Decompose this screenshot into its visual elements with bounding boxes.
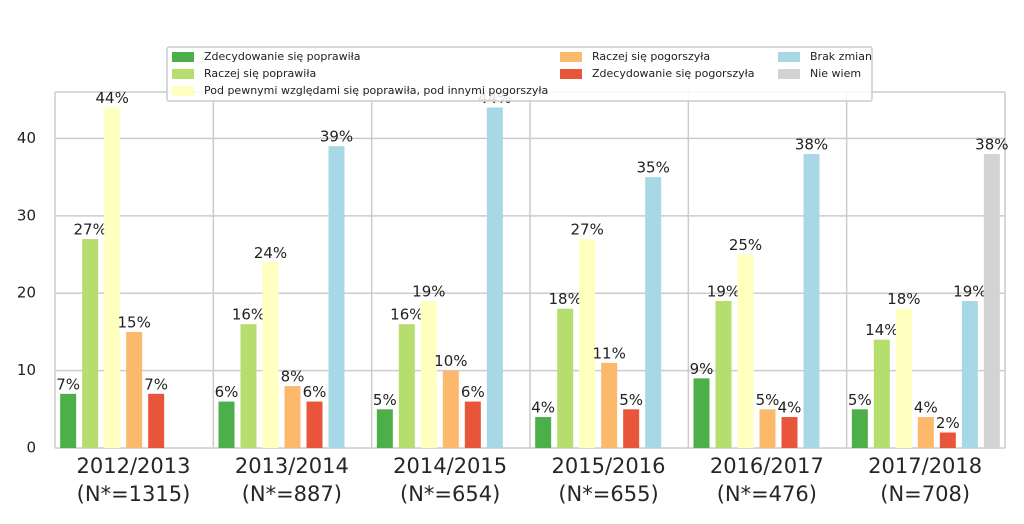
value-label: 35% — [636, 159, 669, 177]
value-label: 14% — [865, 321, 898, 339]
bar — [645, 177, 662, 448]
value-label: 38% — [975, 135, 1008, 153]
value-label: 4% — [914, 399, 938, 417]
value-label: 8% — [281, 368, 305, 386]
bar — [601, 362, 618, 448]
bar — [104, 107, 121, 448]
bar — [737, 254, 754, 448]
value-label: 5% — [373, 391, 397, 409]
value-label: 19% — [412, 282, 445, 300]
bar — [983, 153, 1000, 449]
bar — [376, 409, 393, 448]
value-label: 24% — [254, 244, 287, 262]
bar — [895, 308, 912, 448]
legend-label: Pod pewnymi względami się poprawiła, pod… — [204, 84, 548, 97]
bar — [803, 153, 820, 449]
legend-label: Raczej się pogorszyła — [592, 50, 710, 63]
value-label: 19% — [707, 282, 740, 300]
legend-label: Zdecydowanie się pogorszyła — [592, 67, 754, 80]
value-label: 7% — [56, 375, 80, 393]
value-label: 10% — [434, 352, 467, 370]
bar — [464, 401, 481, 448]
value-label: 6% — [215, 383, 239, 401]
bar — [715, 300, 732, 448]
legend-swatch — [778, 52, 800, 62]
bar — [442, 370, 459, 448]
bar — [851, 409, 868, 448]
value-label: 18% — [887, 290, 920, 308]
y-tick-label: 40 — [17, 129, 36, 147]
legend-swatch — [560, 69, 582, 79]
bar — [398, 324, 415, 448]
bar — [328, 146, 345, 448]
bar — [693, 378, 710, 448]
legend-box — [166, 46, 873, 102]
y-tick-label: 0 — [26, 439, 36, 457]
bar — [917, 417, 934, 448]
value-label: 5% — [619, 391, 643, 409]
legend-label: Nie wiem — [810, 67, 861, 80]
legend-swatch — [778, 69, 800, 79]
value-label: 6% — [303, 383, 327, 401]
value-label: 38% — [795, 135, 828, 153]
bar — [60, 393, 77, 448]
value-label: 18% — [548, 290, 581, 308]
x-tick-label: 2017/2018 (N=708) — [868, 454, 983, 506]
bar — [262, 262, 279, 448]
value-label: 4% — [531, 399, 555, 417]
value-label: 44% — [95, 89, 128, 107]
value-label: 19% — [953, 282, 986, 300]
value-label: 27% — [570, 221, 603, 239]
value-label: 27% — [73, 221, 106, 239]
value-label: 16% — [232, 306, 265, 324]
x-tick-label: 2014/2015 (N*=654) — [393, 454, 508, 506]
value-label: 7% — [144, 375, 168, 393]
value-label: 6% — [461, 383, 485, 401]
bar — [579, 239, 596, 448]
bar — [82, 239, 99, 448]
value-label: 5% — [848, 391, 872, 409]
x-tick-label: 2013/2014 (N*=887) — [234, 454, 349, 506]
bar — [218, 401, 235, 448]
bar — [557, 308, 574, 448]
value-label: 2% — [936, 414, 960, 432]
bar — [148, 393, 165, 448]
bar — [306, 401, 323, 448]
value-label: 16% — [390, 306, 423, 324]
bar — [939, 432, 956, 448]
y-tick-label: 20 — [17, 284, 36, 302]
bar — [759, 409, 776, 448]
legend-swatch — [172, 86, 194, 96]
x-tick-label: 2015/2016 (N*=655) — [551, 454, 666, 506]
bar — [781, 417, 798, 448]
legend-swatch — [172, 52, 194, 62]
bar — [873, 339, 890, 448]
y-tick-label: 30 — [17, 206, 36, 224]
legend-label: Zdecydowanie się poprawiła — [204, 50, 361, 63]
bar — [240, 324, 257, 448]
value-label: 11% — [592, 344, 625, 362]
value-label: 39% — [320, 128, 353, 146]
legend-label: Brak zmian — [810, 50, 872, 63]
legend-swatch — [172, 69, 194, 79]
legend-swatch — [560, 52, 582, 62]
bar — [420, 300, 437, 448]
bar — [486, 107, 503, 448]
bar — [535, 417, 552, 448]
legend-label: Raczej się poprawiła — [204, 67, 316, 80]
value-label: 25% — [729, 236, 762, 254]
bar — [126, 331, 143, 448]
x-tick-label: 2012/2013 (N*=1315) — [76, 454, 191, 506]
value-label: 15% — [117, 313, 150, 331]
value-label: 5% — [756, 391, 780, 409]
bar — [961, 300, 978, 448]
value-label: 4% — [778, 399, 802, 417]
x-tick-label: 2016/2017 (N*=476) — [709, 454, 824, 506]
y-tick-label: 10 — [17, 361, 36, 379]
bar — [284, 386, 301, 448]
bar — [623, 409, 640, 448]
value-label: 9% — [690, 360, 714, 378]
